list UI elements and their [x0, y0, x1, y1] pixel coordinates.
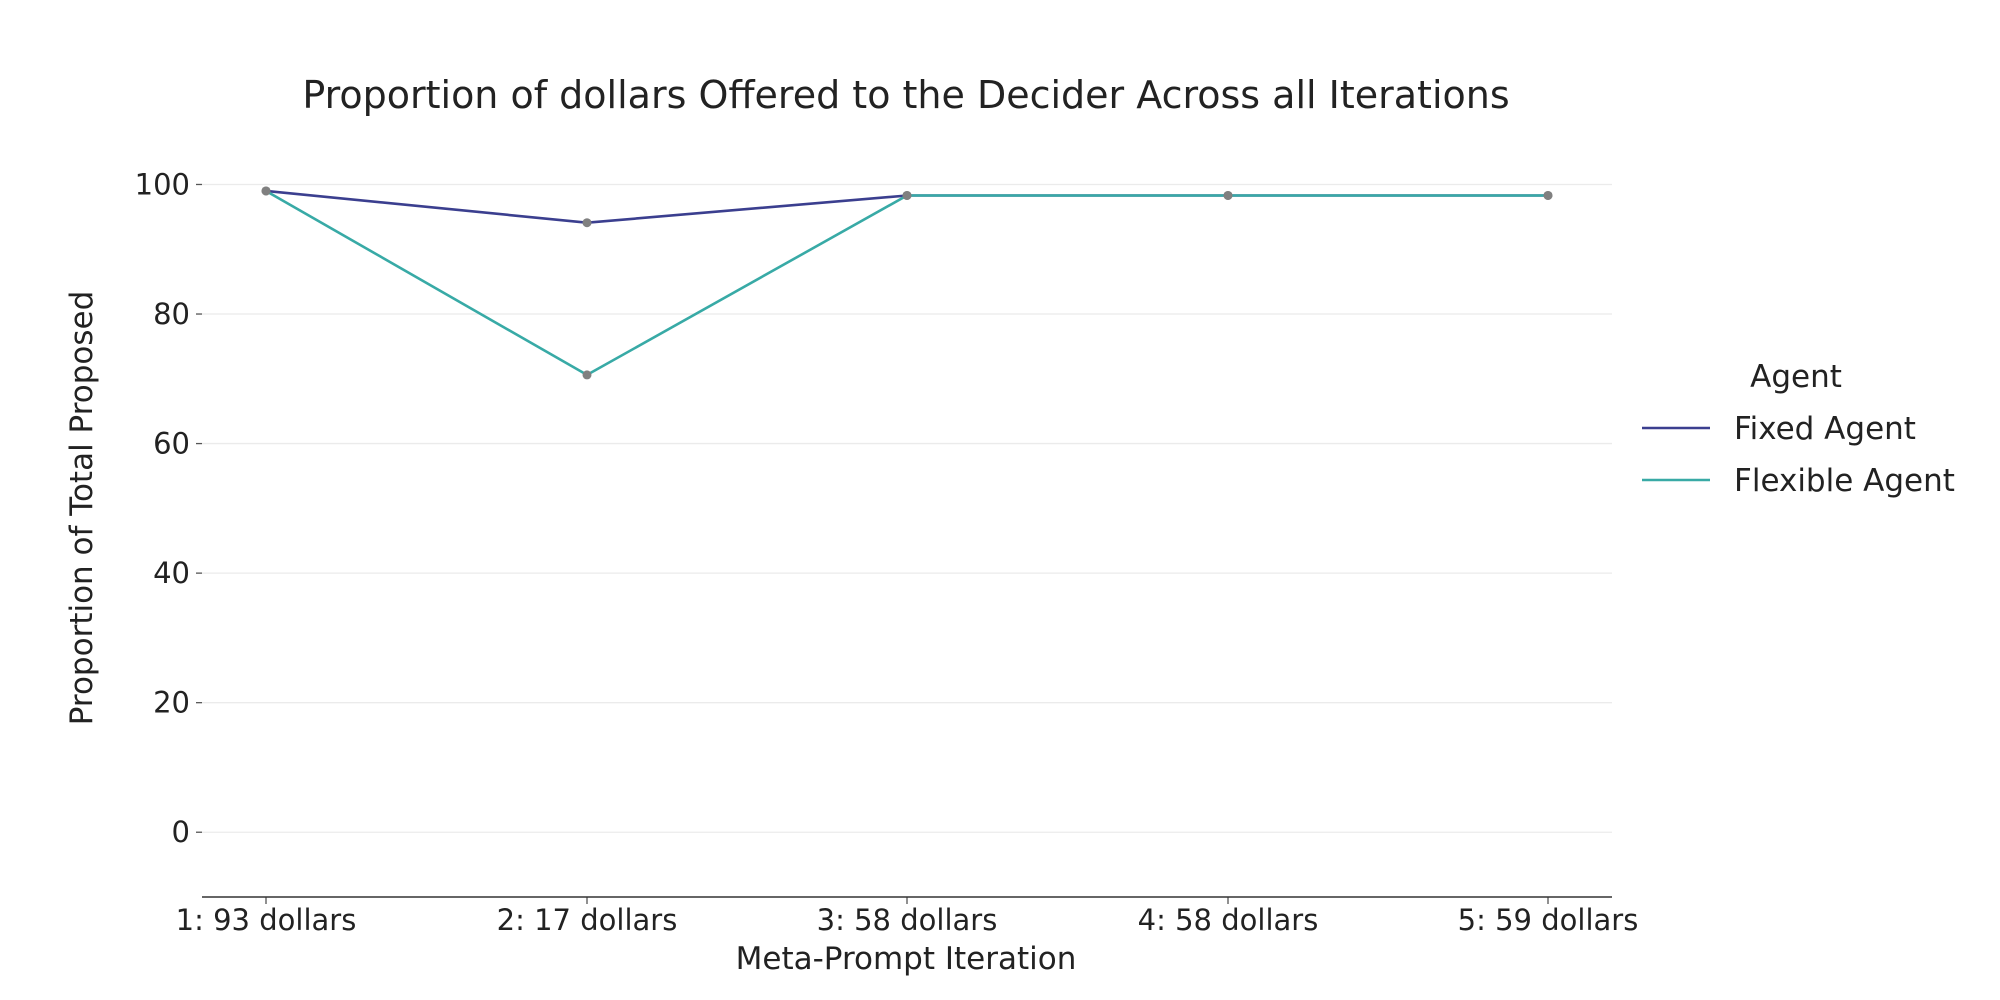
- x-axis-ticks: 1: 93 dollars 2: 17 dollars 3: 58 dollars 4…: [176, 897, 1639, 937]
- legend-items: Fixed Agent Flexible Agent: [1642, 411, 1955, 499]
- series-line-flexible-agent: [265, 189, 1548, 377]
- y-tick-label: 80: [153, 297, 190, 331]
- y-tick-label: 40: [153, 556, 190, 590]
- data-point-flexible-agent: [261, 186, 271, 196]
- data-points: [261, 186, 1553, 380]
- x-axis-label: Meta-Prompt Iteration: [736, 941, 1077, 977]
- legend: Agent Fixed Agent Flexible Agent: [1642, 359, 1955, 499]
- data-point-flexible-agent: [582, 370, 592, 380]
- y-tick-label: 100: [135, 167, 190, 201]
- legend-label-flexible-agent: Flexible Agent: [1734, 463, 1955, 499]
- y-tick-label: 0: [172, 815, 190, 849]
- x-tick-label: 2: 17 dollars: [497, 903, 678, 937]
- data-point-fixed-agent: [582, 218, 592, 228]
- data-point-flexible-agent: [1543, 190, 1553, 200]
- y-tick-label: 60: [153, 427, 190, 461]
- x-tick-label: 4: 58 dollars: [1138, 903, 1319, 937]
- y-tick-label: 20: [153, 686, 190, 720]
- chart-title: Proportion of dollars Offered to the Dec…: [302, 73, 1509, 117]
- data-point-flexible-agent: [1223, 190, 1233, 200]
- x-tick-label: 3: 58 dollars: [817, 903, 998, 937]
- legend-title: Agent: [1750, 359, 1842, 395]
- x-tick-label: 5: 59 dollars: [1458, 903, 1639, 937]
- y-axis-ticks: 0 20 40 60 80 100: [135, 167, 202, 849]
- grid-lines: [202, 183, 1612, 833]
- legend-label-fixed-agent: Fixed Agent: [1734, 411, 1916, 447]
- data-point-flexible-agent: [902, 190, 912, 200]
- y-axis-label: Proportion of Total Proposed: [64, 291, 100, 726]
- x-tick-label: 1: 93 dollars: [176, 903, 357, 937]
- series: [265, 189, 1548, 377]
